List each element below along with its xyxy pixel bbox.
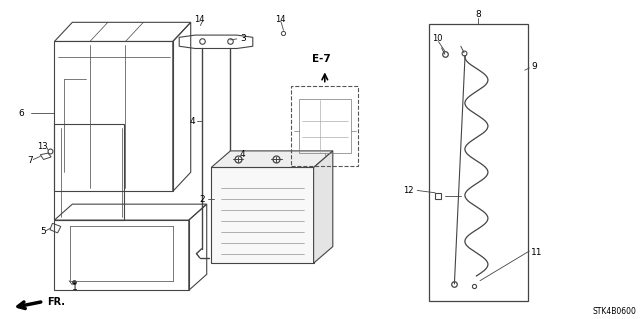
Polygon shape xyxy=(211,151,333,167)
Text: 5: 5 xyxy=(40,227,46,236)
Text: 14: 14 xyxy=(195,15,205,24)
Text: STK4B0600: STK4B0600 xyxy=(593,307,637,315)
Bar xyxy=(429,24,528,301)
Text: 1: 1 xyxy=(72,283,77,292)
Text: 12: 12 xyxy=(403,186,413,195)
Text: 11: 11 xyxy=(531,248,543,256)
Text: 2: 2 xyxy=(199,195,205,204)
Bar xyxy=(291,86,358,166)
Text: 4: 4 xyxy=(189,117,195,126)
Text: 13: 13 xyxy=(37,142,48,151)
Text: 10: 10 xyxy=(432,34,442,43)
Polygon shape xyxy=(314,151,333,263)
Text: 4: 4 xyxy=(240,150,246,159)
Text: 7: 7 xyxy=(28,156,33,165)
Text: 6: 6 xyxy=(18,109,24,118)
Text: 14: 14 xyxy=(275,15,285,24)
Text: 8: 8 xyxy=(476,11,481,19)
Text: FR.: FR. xyxy=(47,297,65,308)
Polygon shape xyxy=(211,167,314,263)
Text: 9: 9 xyxy=(531,63,537,71)
Text: 3: 3 xyxy=(240,34,246,43)
Text: E-7: E-7 xyxy=(312,54,331,64)
